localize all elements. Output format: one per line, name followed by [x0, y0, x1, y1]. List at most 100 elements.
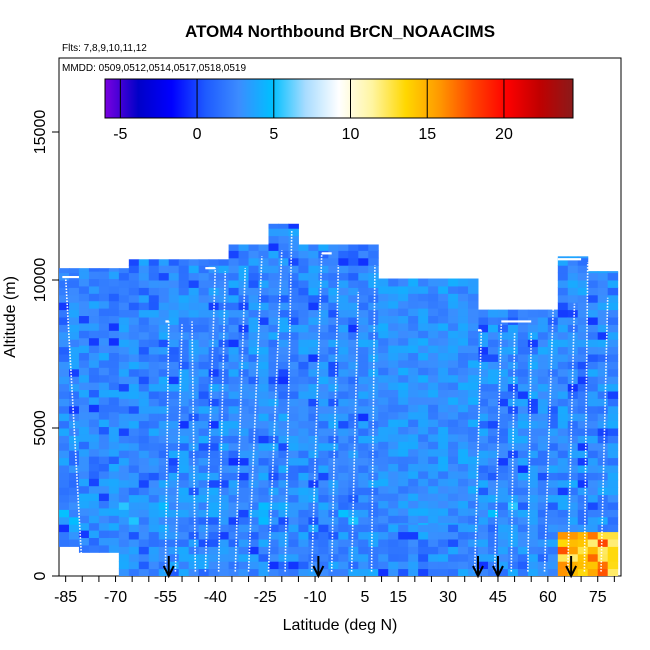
- heatmap-cell: [178, 272, 190, 281]
- heatmap-cell: [378, 539, 389, 547]
- heatmap-cell: [408, 568, 419, 576]
- heatmap-cell: [208, 487, 220, 496]
- heatmap-cell: [577, 294, 589, 303]
- heatmap-cell: [68, 442, 80, 451]
- heatmap-cell: [478, 509, 489, 518]
- heatmap-cell: [577, 331, 589, 340]
- heatmap-cell: [468, 553, 479, 562]
- heatmap-cell: [577, 509, 589, 518]
- heatmap-cell: [228, 457, 240, 466]
- heatmap-cell: [168, 339, 180, 348]
- heatmap-cell: [118, 398, 130, 407]
- heatmap-cell: [378, 330, 389, 339]
- heatmap-cell: [368, 524, 379, 533]
- heatmap-cell: [198, 309, 210, 318]
- heatmap-cell: [168, 487, 180, 496]
- heatmap-cell: [78, 507, 90, 516]
- heatmap-cell: [238, 413, 250, 422]
- heatmap-cell: [328, 516, 339, 525]
- heatmap-cell: [238, 405, 250, 414]
- heatmap-cell: [268, 539, 279, 547]
- heatmap-cell: [238, 317, 250, 325]
- heatmap-cell: [238, 568, 250, 576]
- heatmap-cell: [148, 376, 160, 385]
- heatmap-cell: [208, 435, 220, 444]
- heatmap-cell: [128, 450, 140, 459]
- heatmap-cell: [328, 531, 339, 540]
- heatmap-cell: [388, 546, 399, 555]
- heatmap-cell: [478, 546, 489, 555]
- heatmap-cell: [428, 441, 439, 450]
- heatmap-cell: [338, 294, 349, 303]
- heatmap-cell: [468, 426, 479, 435]
- heatmap-cell: [398, 382, 409, 391]
- heatmap-cell: [487, 376, 499, 385]
- heatmap-cell: [458, 322, 469, 331]
- heatmap-cell: [468, 337, 479, 346]
- heatmap-cell: [148, 561, 160, 570]
- heatmap-cell: [527, 435, 539, 444]
- heatmap-cell: [218, 531, 230, 540]
- heatmap-cell: [468, 531, 479, 540]
- heatmap-cell: [218, 413, 230, 422]
- heatmap-cell: [228, 450, 240, 459]
- heatmap-cell: [418, 441, 429, 450]
- heatmap-cell: [607, 413, 619, 422]
- heatmap-cell: [388, 419, 399, 428]
- heatmap-cell: [158, 553, 170, 562]
- heatmap-cell: [68, 428, 80, 436]
- heatmap-cell: [178, 413, 190, 422]
- colorbar-tick-label: 0: [193, 126, 202, 143]
- heatmap-cell: [268, 250, 279, 259]
- heatmap-cell: [537, 405, 549, 414]
- heatmap-cell: [338, 257, 349, 266]
- heatmap-cell: [537, 435, 549, 444]
- heatmap-cell: [607, 450, 619, 459]
- heatmap-cell: [278, 376, 289, 385]
- heatmap-cell: [168, 280, 180, 288]
- heatmap-cell: [517, 516, 529, 525]
- heatmap-cell: [557, 539, 569, 547]
- heatmap-cell: [88, 448, 100, 457]
- heatmap-cell: [238, 346, 250, 355]
- heatmap-cell: [378, 441, 389, 450]
- heatmap-cell: [587, 442, 599, 451]
- heatmap-cell: [438, 448, 449, 457]
- heatmap-cell: [428, 561, 439, 570]
- heatmap-cell: [168, 383, 180, 392]
- heatmap-cell: [148, 405, 160, 414]
- heatmap-cell: [278, 294, 289, 303]
- heatmap-cell: [308, 398, 319, 407]
- heatmap-cell: [168, 531, 180, 540]
- heatmap-cell: [278, 265, 289, 274]
- heatmap-cell: [607, 524, 619, 533]
- heatmap-cell: [338, 568, 349, 576]
- heatmap-cell: [567, 450, 579, 459]
- heatmap-cell: [198, 524, 210, 533]
- heatmap-cell: [168, 302, 180, 311]
- heatmap-cell: [278, 250, 289, 259]
- heatmap-cell: [448, 315, 459, 324]
- heatmap-cell: [158, 398, 170, 407]
- heatmap-cell: [577, 391, 589, 399]
- heatmap-cell: [547, 376, 559, 385]
- heatmap-cell: [497, 413, 509, 422]
- heatmap-cell: [308, 435, 319, 444]
- heatmap-cell: [178, 502, 190, 510]
- heatmap-cell: [587, 553, 599, 562]
- heatmap-cell: [268, 235, 279, 244]
- heatmap-cell: [567, 280, 579, 288]
- heatmap-cell: [408, 553, 419, 562]
- heatmap-cell: [547, 413, 559, 422]
- heatmap-cell: [438, 524, 449, 533]
- heatmap-cell: [597, 524, 609, 533]
- heatmap-cell: [547, 354, 559, 362]
- heatmap-cell: [218, 539, 230, 547]
- heatmap-cell: [468, 367, 479, 376]
- heatmap-cell: [448, 278, 459, 287]
- heatmap-cell: [208, 361, 220, 370]
- heatmap-cell: [537, 568, 549, 576]
- heatmap-cell: [258, 502, 270, 510]
- heatmap-cell: [98, 330, 110, 339]
